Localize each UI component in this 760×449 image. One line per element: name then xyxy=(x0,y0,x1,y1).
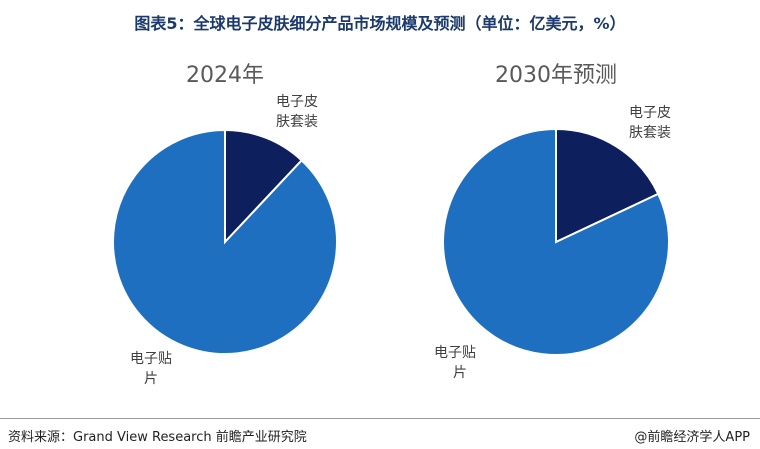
pie-2024-label-skin-suit-line2: 肤套装 xyxy=(276,114,318,130)
pie-2030-title: 2030年预测 xyxy=(495,63,617,88)
pie-2030-label-patch: 电子贴 片 xyxy=(434,345,480,381)
pie-2030-label-patch-line2: 片 xyxy=(453,365,467,381)
charts-canvas: 2024年 电子皮 肤套装 电子贴 片 2030年预测 电子皮 肤套装 电子贴 … xyxy=(112,63,675,387)
pie-2024-slices xyxy=(112,128,338,355)
footer: 资料来源：Grand View Research 前瞻产业研究院 @前瞻经济学人… xyxy=(0,418,760,449)
pie-2024-slice-skin-suit xyxy=(224,128,304,245)
pie-2024-slice-patch xyxy=(112,128,338,355)
pie-2030-slices xyxy=(442,127,670,356)
pie-2030-slice-skin-suit xyxy=(555,127,660,244)
pie-2024-label-patch-line1: 电子贴 xyxy=(130,351,172,367)
pie-chart-2024: 2024年 电子皮 肤套装 电子贴 片 xyxy=(112,63,338,387)
pie-2024-label-patch-line2: 片 xyxy=(144,371,158,387)
pie-2024-title: 2024年 xyxy=(186,63,264,88)
pie-2030-label-skin-suit-line1: 电子皮 xyxy=(629,105,671,121)
pie-2030-label-skin-suit-line2: 肤套装 xyxy=(629,125,671,141)
source-note: 资料来源：Grand View Research 前瞻产业研究院 xyxy=(8,430,307,445)
pie-2024-label-patch: 电子贴 片 xyxy=(130,351,176,387)
figure-title: 图表5：全球电子皮肤细分产品市场规模及预测（单位：亿美元，%） xyxy=(134,14,626,33)
pie-2024-label-skin-suit-line1: 电子皮 xyxy=(276,94,318,110)
pie-2024-label-skin-suit: 电子皮 肤套装 xyxy=(276,94,322,130)
pie-2030-slice-patch xyxy=(442,127,670,356)
pie-2030-label-skin-suit: 电子皮 肤套装 xyxy=(629,105,675,141)
pie-2030-label-patch-line1: 电子贴 xyxy=(434,345,476,361)
pie-chart-2030: 2030年预测 电子皮 肤套装 电子贴 片 xyxy=(434,63,675,381)
brand-handle: @前瞻经济学人APP xyxy=(634,430,750,445)
